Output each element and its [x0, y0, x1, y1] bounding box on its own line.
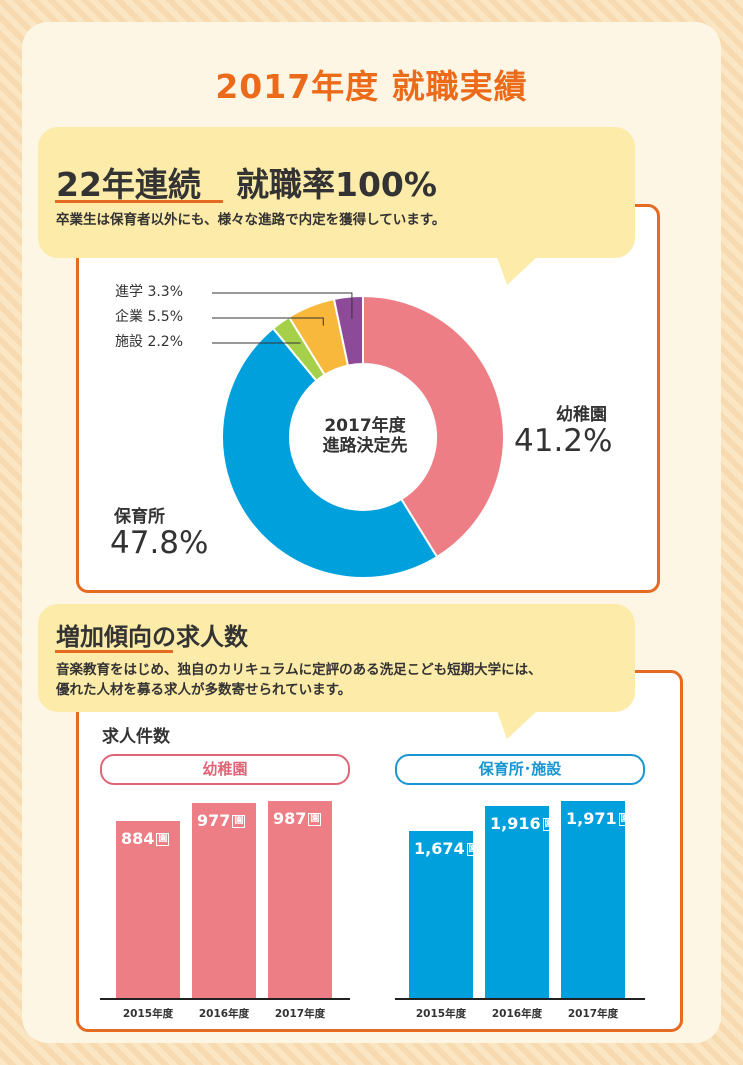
slice-label-nursery: 保育所 [114, 507, 165, 527]
donut-center-line2: 進路決定先 [322, 436, 408, 456]
section2-bubble [38, 604, 635, 712]
legend-label-advance: 進学 3.3% [115, 284, 184, 300]
bar-nursery-2 [485, 806, 549, 998]
bars-title: 求人件数 [102, 727, 170, 747]
slice-advance [332, 294, 364, 367]
bar-nursery-3 [561, 800, 625, 998]
bar-kindergarten-2 [192, 802, 256, 998]
bar-value-unit: 園 [308, 812, 322, 826]
leader-line [212, 317, 324, 326]
slice-label-kindergarten: 幼稚園 [556, 405, 607, 425]
section2-heading: 増加傾向の求人数 [56, 623, 248, 651]
baseline-kindergarten [100, 998, 350, 1000]
bar-kindergarten-1 [116, 821, 180, 998]
leader-line [212, 292, 353, 319]
legend-label-company: 企業 5.5% [115, 309, 184, 325]
donut-center-line1: 2017年度 [324, 416, 406, 436]
bar-value-number: 1,971 [566, 808, 617, 828]
slice-kindergarten [362, 294, 505, 559]
x-tick-label: 2015年度 [122, 1008, 174, 1020]
x-tick-label: 2017年度 [567, 1008, 619, 1020]
section2-subtitle-2: 優れた人材を募る求人が多数寄せられています。 [56, 682, 352, 698]
section2-subtitle-1: 音楽教育をはじめ、独自のカリキュラムに定評のある洗足こども短期大学には、 [56, 662, 542, 678]
bar-value-label: 884 園 [121, 829, 170, 849]
bar-value-number: 987 [273, 808, 307, 828]
x-tick-label: 2016年度 [491, 1008, 543, 1020]
bar-value-label: 1,971 園 [566, 809, 632, 828]
bar-nursery-1 [409, 830, 473, 998]
bar-value-number: 977 [197, 810, 231, 830]
bar-value-unit: 園 [466, 842, 480, 856]
panel-label-nursery: 保育所･施設 [395, 754, 645, 785]
baseline-nursery [395, 998, 645, 1000]
bar-value-label: 987 園 [273, 808, 322, 828]
heading-underline [55, 200, 223, 203]
slice-value-nursery: 47.8% [110, 525, 209, 561]
bubble-tail [497, 257, 537, 285]
page-title: 2017年度 就職実績 [215, 67, 528, 106]
x-tick-label: 2017年度 [274, 1008, 326, 1020]
panel-label-kindergarten: 幼稚園 [100, 754, 350, 785]
x-tick-label: 2016年度 [198, 1008, 250, 1020]
bar-value-unit: 園 [542, 818, 556, 832]
section1-bubble [38, 127, 635, 258]
bar-kindergarten-3 [268, 800, 332, 998]
section1-heading-b: 就職率100% [236, 165, 437, 204]
bar-value-label: 1,916 園 [490, 814, 556, 833]
slice-nursery [221, 326, 439, 579]
heading-underline [55, 650, 173, 653]
bar-value-label: 977 園 [197, 810, 246, 830]
bar-value-unit: 園 [232, 814, 246, 828]
bubble-tail [497, 711, 537, 739]
legend-label-facility: 施設 2.2% [115, 334, 184, 350]
bar-value-unit: 園 [618, 812, 632, 826]
x-tick-label: 2015年度 [415, 1008, 467, 1020]
section1-subtitle: 卒業生は保育者以外にも、様々な進路で内定を獲得しています。 [56, 212, 446, 228]
section1-heading-a: 22年連続 [56, 165, 201, 204]
bar-value-label: 1,674 園 [414, 839, 480, 858]
bar-value-unit: 園 [156, 833, 170, 847]
bar-value-number: 1,674 [414, 838, 465, 858]
slice-value-kindergarten: 41.2% [514, 423, 613, 459]
bar-value-number: 1,916 [490, 814, 541, 834]
donut-center-label: 2017年度 進路決定先 [305, 416, 425, 456]
bar-value-number: 884 [121, 829, 155, 849]
